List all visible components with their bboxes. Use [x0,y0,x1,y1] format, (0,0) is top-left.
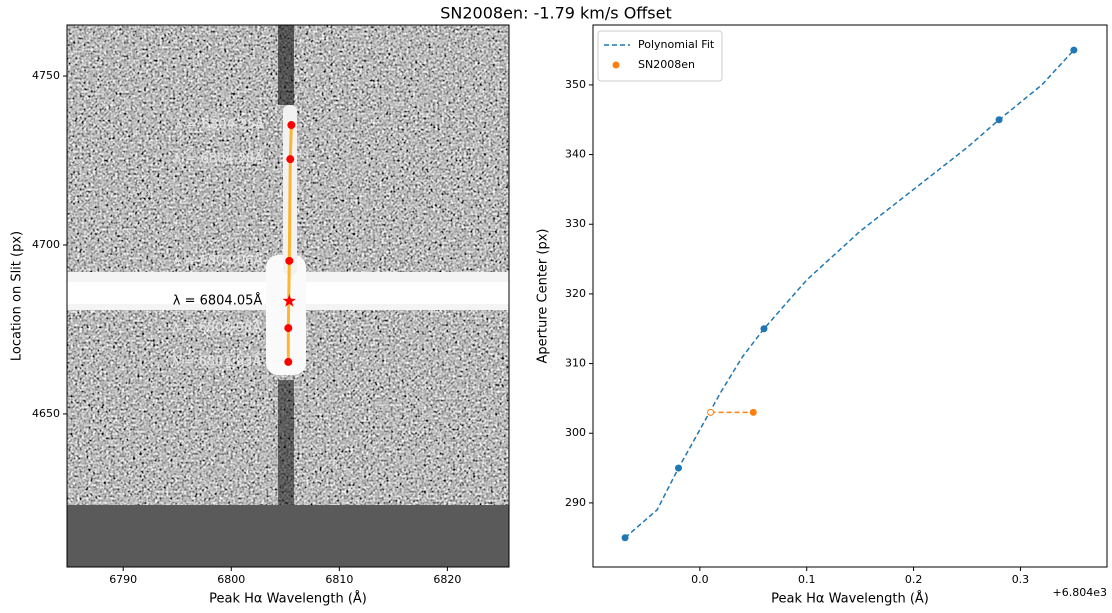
data-point [674,464,682,472]
y-tick-label: 300 [565,426,586,439]
aperture-point [284,324,293,333]
y-axis-label: Aperture Center (px) [536,229,551,364]
x-axis-label: Peak Hα Wavelength (Å) [771,591,929,607]
data-point [760,325,768,333]
axes-frame [592,24,1108,568]
aperture-point [287,121,296,130]
x-axis-label: Peak Hα Wavelength (Å) [209,591,367,607]
y-tick-label: 4650 [32,407,60,420]
y-tick-label: 340 [565,148,586,161]
axes-frame [66,24,510,568]
y-tick-label: 350 [565,78,586,91]
y-axis-label: Location on Slit (px) [10,231,25,361]
x-tick-label: 6790 [109,573,137,586]
wavelength-label: λ = 6804.06Å [173,252,263,268]
figure-title: SN2008en: -1.79 km/s Offset [440,4,672,23]
legend-label: Polynomial Fit [638,38,715,51]
aperture-point [286,155,295,164]
x-tick-label: 0.1 [798,573,816,586]
y-tick-label: 320 [565,287,586,300]
aperture-point [284,357,293,366]
wavelength-label: λ = 6804.05Å [173,293,263,309]
x-tick-label: 6800 [217,573,245,586]
wavelength-label: λ = 6804.28Å [174,151,264,167]
x-tick-label: 0.0 [691,573,709,586]
legend-marker [612,61,620,69]
wavelength-label: λ = 6803.93Å [172,353,262,369]
x-tick-label: 0.3 [1012,573,1030,586]
y-tick-label: 4750 [32,69,60,82]
y-tick-label: 310 [565,357,586,370]
wavelength-label: λ = 6803.98Å [172,320,262,336]
data-point [621,534,629,542]
image-bottom [67,505,509,567]
dark-streak [278,380,294,505]
data-point [995,116,1003,124]
offset-point [707,408,715,416]
y-tick-label: 290 [565,496,586,509]
x-tick-label: 0.2 [905,573,923,586]
legend-frame [597,30,723,82]
peak-star [282,294,296,307]
legend-label: SN2008en [638,58,695,71]
x-offset-label: +6.804e3 [1053,586,1107,599]
emission-blob [266,255,306,375]
data-point [749,408,757,416]
aperture-point [285,256,294,265]
dark-streak [278,25,294,105]
x-tick-label: 6810 [325,573,353,586]
data-point [1070,46,1078,54]
x-tick-label: 6820 [433,573,461,586]
fit-line [624,49,1075,539]
wavelength-label: λ = 6804.25Å [175,117,265,133]
y-tick-label: 4700 [32,238,60,251]
y-tick-label: 330 [565,217,586,230]
